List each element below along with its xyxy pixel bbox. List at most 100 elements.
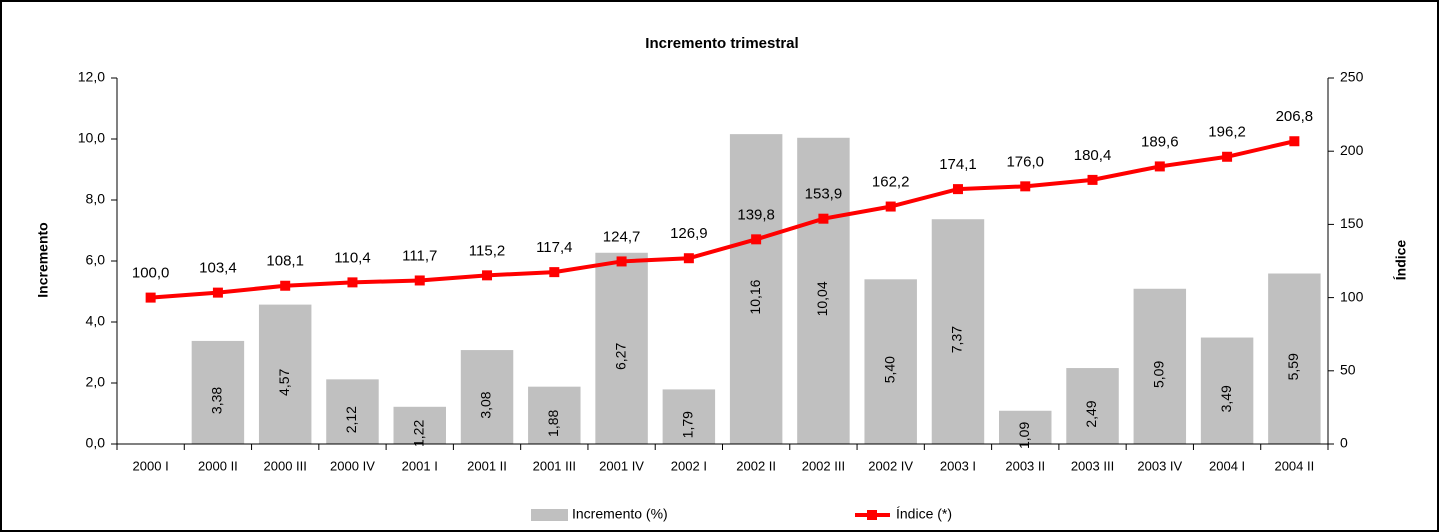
line-value-label: 117,4	[536, 239, 572, 256]
bar-value-label: 6,27	[612, 343, 628, 370]
bar	[595, 252, 648, 444]
line-marker	[549, 267, 560, 278]
y-tick-label: 0,0	[86, 435, 106, 451]
line	[150, 139, 1295, 300]
x-tick-label: 2000 III	[264, 458, 307, 473]
x-tick-label: 2000 IV	[330, 458, 375, 473]
bar-value-label: 5,09	[1151, 361, 1167, 388]
bar	[393, 406, 446, 444]
line-marker	[952, 184, 963, 195]
line-value-label: 162,2	[872, 174, 910, 191]
line-value-label: 111,7	[402, 247, 437, 264]
bar-value-label: 1,22	[410, 420, 426, 447]
y2-tick-label: 250	[1340, 69, 1364, 85]
x-tick-label: 2001 I	[402, 458, 438, 473]
line-marker	[1020, 181, 1031, 192]
line-marker	[1289, 136, 1300, 147]
line-marker	[212, 287, 223, 298]
bar	[1268, 273, 1321, 444]
line-value-label: 110,4	[334, 249, 370, 266]
y-tick-label: 6,0	[86, 252, 106, 268]
bar	[1200, 337, 1254, 444]
bar-value-label: 1,88	[545, 409, 561, 436]
x-tick-label: 2004 II	[1274, 458, 1314, 473]
y2-tick-label: 0	[1340, 435, 1348, 451]
bar-value-label: 1,09	[1016, 422, 1032, 449]
x-tick-label: 2003 III	[1071, 458, 1114, 473]
legend-label: Índice (*)	[896, 506, 952, 522]
bar	[999, 410, 1052, 444]
y2-axis-title: Índice	[1393, 240, 1409, 281]
bar-value-label: 10,16	[747, 279, 763, 314]
bar	[326, 379, 379, 444]
y2-tick-label: 50	[1340, 362, 1356, 378]
line-marker	[1154, 161, 1165, 172]
bar	[729, 134, 783, 444]
line-marker	[616, 256, 627, 267]
line-marker	[818, 213, 829, 224]
bar-value-label: 2,49	[1083, 400, 1099, 427]
line-marker	[280, 280, 291, 291]
bar	[662, 389, 716, 444]
y2-tick-label: 100	[1340, 288, 1364, 304]
legend-label: Incremento (%)	[572, 506, 668, 522]
line-marker	[145, 292, 156, 303]
line-value-label: 108,1	[266, 253, 304, 270]
bar-value-label: 7,37	[949, 326, 965, 353]
x-tick-label: 2004 I	[1209, 458, 1245, 473]
x-tick-label: 2002 I	[671, 458, 707, 473]
bar	[460, 350, 514, 444]
bar-value-label: 10,04	[814, 281, 830, 316]
bar	[258, 304, 312, 444]
x-tick-label: 2002 II	[736, 458, 776, 473]
bar-value-label: 5,40	[881, 356, 897, 383]
bar	[1066, 368, 1119, 444]
line-value-label: 139,8	[737, 206, 775, 223]
line-value-label: 196,2	[1208, 124, 1246, 141]
bar-value-label: 3,49	[1218, 385, 1234, 412]
x-tick-label: 2002 IV	[868, 458, 913, 473]
chart-title: Incremento trimestral	[645, 35, 798, 52]
line-value-label: 189,6	[1141, 133, 1179, 150]
line-marker	[885, 201, 896, 212]
y-tick-label: 12,0	[78, 69, 105, 85]
bar-value-label: 2,12	[343, 406, 359, 433]
bar	[191, 340, 245, 444]
y-tick-label: 8,0	[86, 191, 106, 207]
x-tick-label: 2002 III	[802, 458, 845, 473]
x-tick-label: 2001 IV	[599, 458, 644, 473]
bar	[931, 219, 985, 444]
legend-swatch	[531, 509, 568, 521]
line-value-label: 180,4	[1074, 147, 1112, 164]
line-marker	[347, 277, 358, 288]
bar	[797, 137, 850, 444]
y2-tick-label: 150	[1340, 215, 1364, 231]
line-marker	[482, 270, 493, 281]
line-value-label: 115,2	[469, 242, 505, 259]
line-value-label: 126,9	[670, 225, 708, 242]
y-axis-title: Incremento	[35, 222, 51, 297]
bar-value-label: 1,79	[680, 411, 696, 438]
line-marker	[683, 253, 694, 264]
line-marker	[751, 234, 762, 245]
line-marker	[414, 275, 425, 286]
bar-value-label: 5,59	[1285, 353, 1301, 380]
bar	[528, 386, 581, 444]
x-tick-label: 2001 III	[533, 458, 576, 473]
line-marker	[1087, 174, 1098, 185]
y2-tick-label: 200	[1340, 142, 1364, 158]
x-tick-label: 2001 II	[467, 458, 507, 473]
x-tick-label: 2000 II	[198, 458, 238, 473]
x-tick-label: 2003 IV	[1137, 458, 1182, 473]
line-value-label: 176,0	[1006, 153, 1044, 170]
x-tick-label: 2003 II	[1005, 458, 1045, 473]
bar-value-label: 3,08	[478, 391, 494, 418]
x-tick-label: 2003 I	[940, 458, 976, 473]
y-tick-label: 10,0	[78, 130, 105, 146]
y-tick-label: 4,0	[86, 313, 106, 329]
legend-marker	[867, 510, 877, 520]
line-value-label: 206,8	[1276, 108, 1314, 125]
bar	[864, 279, 917, 444]
